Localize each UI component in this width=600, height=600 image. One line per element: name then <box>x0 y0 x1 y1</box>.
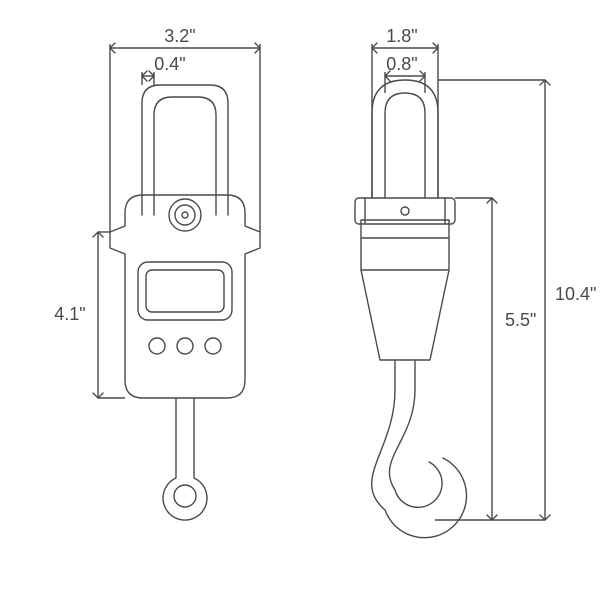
svg-text:3.2": 3.2" <box>164 26 195 46</box>
front-view <box>110 85 260 520</box>
svg-text:0.4": 0.4" <box>154 54 185 74</box>
svg-text:10.4": 10.4" <box>555 284 596 304</box>
svg-text:5.5": 5.5" <box>505 310 536 330</box>
svg-text:1.8": 1.8" <box>386 26 417 46</box>
svg-text:0.8": 0.8" <box>386 54 417 74</box>
svg-text:4.1": 4.1" <box>54 304 85 324</box>
dimension-drawing: 3.2" 0.4" 4.1" 1.8" 0.8" 5.5" 10.4" <box>0 0 600 600</box>
